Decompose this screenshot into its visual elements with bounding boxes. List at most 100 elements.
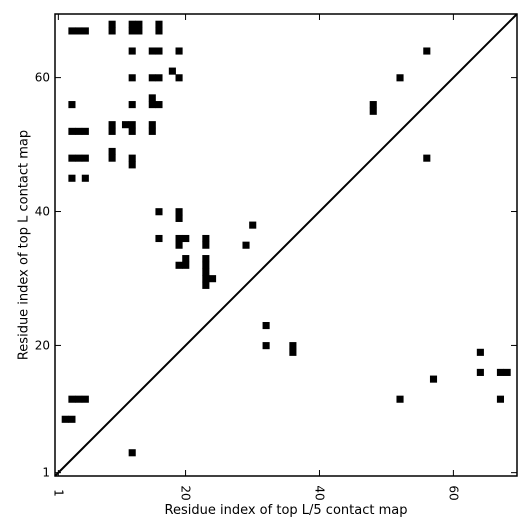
contact-cell-top-l <box>68 174 76 182</box>
contact-cell-top-l <box>108 127 116 135</box>
contact-cell-top-l <box>81 154 89 162</box>
contact-cell-top-l <box>108 20 116 28</box>
contact-cell-top-l5 <box>75 395 83 403</box>
contact-cell-top-l <box>423 47 431 55</box>
contact-cell-top-l <box>135 27 143 35</box>
contact-cell-top-l <box>202 281 210 289</box>
contact-cell-top-l5 <box>68 415 76 423</box>
plot-frame <box>54 13 518 477</box>
contact-cell-top-l <box>175 74 183 82</box>
contact-cell-top-l <box>68 27 76 35</box>
contact-cell-top-l <box>108 147 116 156</box>
contact-cell-top-l <box>155 47 163 55</box>
contact-cell-top-l <box>175 261 183 269</box>
contact-cell-top-l <box>108 121 116 129</box>
contact-cell-top-l5 <box>396 395 404 403</box>
contact-cell-top-l <box>68 127 76 135</box>
contact-cell-top-l <box>148 101 156 109</box>
contact-cell-top-l <box>148 127 156 135</box>
contact-cell-top-l <box>68 154 76 162</box>
contact-cell-top-l <box>128 74 136 82</box>
contact-cell-top-l <box>128 20 136 28</box>
diagonal-line <box>54 13 518 477</box>
contact-cell-top-l <box>155 234 163 243</box>
contact-cell-top-l <box>75 27 83 35</box>
contact-cell-top-l <box>75 154 83 162</box>
contact-cell-top-l <box>155 20 163 28</box>
x-tick-label: 20 <box>179 485 193 500</box>
contact-cell-top-l <box>128 47 136 55</box>
contact-cell-top-l <box>148 94 156 102</box>
contact-cell-top-l <box>155 101 163 109</box>
contact-cell-top-l5 <box>496 368 505 376</box>
contact-cell-top-l5 <box>429 375 438 383</box>
y-tick-label: 1 <box>42 466 50 480</box>
contact-cell-top-l <box>396 74 404 82</box>
contact-cell-top-l5 <box>262 322 270 330</box>
contact-cell-top-l <box>135 20 143 28</box>
contact-cell-top-l <box>168 67 176 75</box>
contact-cell-top-l <box>128 127 136 135</box>
contact-cell-top-l <box>81 174 89 182</box>
contact-cell-top-l <box>68 101 76 109</box>
contact-cell-top-l <box>202 255 210 263</box>
contact-cells <box>61 20 511 457</box>
contact-cell-top-l <box>148 47 156 55</box>
contact-cell-top-l <box>423 154 431 162</box>
contact-cell-top-l <box>128 121 136 129</box>
contact-cell-top-l <box>175 234 183 243</box>
y-tick-label: 60 <box>35 71 50 85</box>
contact-cell-top-l5 <box>289 342 297 350</box>
contact-cell-top-l <box>242 241 250 249</box>
contact-cell-top-l5 <box>61 415 69 423</box>
contact-cell-top-l5 <box>68 395 76 403</box>
contact-cell-top-l <box>155 27 163 35</box>
contact-cell-top-l <box>182 261 190 269</box>
y-tick-label: 40 <box>35 205 50 219</box>
contact-cell-top-l <box>202 268 210 276</box>
contact-cell-top-l <box>175 214 183 222</box>
contact-cell-top-l <box>81 127 89 135</box>
contact-cell-top-l <box>202 234 210 243</box>
contact-cell-top-l <box>81 27 89 35</box>
contact-cell-top-l <box>128 154 136 162</box>
contact-cell-top-l <box>148 121 156 129</box>
y-tick-label: 20 <box>35 338 50 352</box>
contact-cell-top-l <box>128 161 136 169</box>
contact-cell-top-l5 <box>81 395 89 403</box>
contact-cell-top-l <box>209 275 217 283</box>
contact-cell-top-l <box>155 74 163 82</box>
contact-cell-top-l <box>155 208 163 216</box>
contact-cell-top-l <box>202 241 210 249</box>
contact-cell-top-l <box>148 74 156 82</box>
contact-cell-top-l <box>175 241 183 249</box>
x-axis-title: Residue index of top L/5 contact map <box>165 503 408 518</box>
contact-cell-top-l <box>175 47 183 55</box>
tick-labels: 1 20 40 60 1 20 40 60 <box>35 71 461 501</box>
contact-cell-top-l5 <box>503 368 511 376</box>
contact-cell-top-l <box>128 101 136 109</box>
contact-cell-top-l <box>75 127 83 135</box>
contact-cell-top-l <box>202 261 210 269</box>
contact-cell-top-l5 <box>289 348 297 356</box>
x-tick-label: 60 <box>446 485 460 500</box>
contact-cell-top-l <box>121 121 130 129</box>
x-tick-label: 1 <box>51 489 65 497</box>
tick-marks <box>55 14 517 476</box>
contact-cell-top-l5 <box>128 449 136 457</box>
contact-cell-top-l <box>202 275 210 283</box>
contact-cell-top-l <box>369 101 377 109</box>
contact-cell-top-l <box>182 255 190 263</box>
contact-cell-top-l <box>182 234 190 243</box>
contact-cell-top-l5 <box>262 342 270 350</box>
contact-cell-top-l <box>175 208 183 216</box>
contact-cell-top-l5 <box>476 348 484 356</box>
contact-cell-top-l5 <box>476 368 484 376</box>
contact-cell-top-l <box>128 27 136 35</box>
contact-cell-top-l <box>249 221 257 229</box>
contact-cell-top-l5 <box>496 395 505 403</box>
contact-cell-top-l <box>108 27 116 35</box>
contact-cell-top-l <box>108 154 116 162</box>
contact-cell-top-l <box>369 107 377 115</box>
